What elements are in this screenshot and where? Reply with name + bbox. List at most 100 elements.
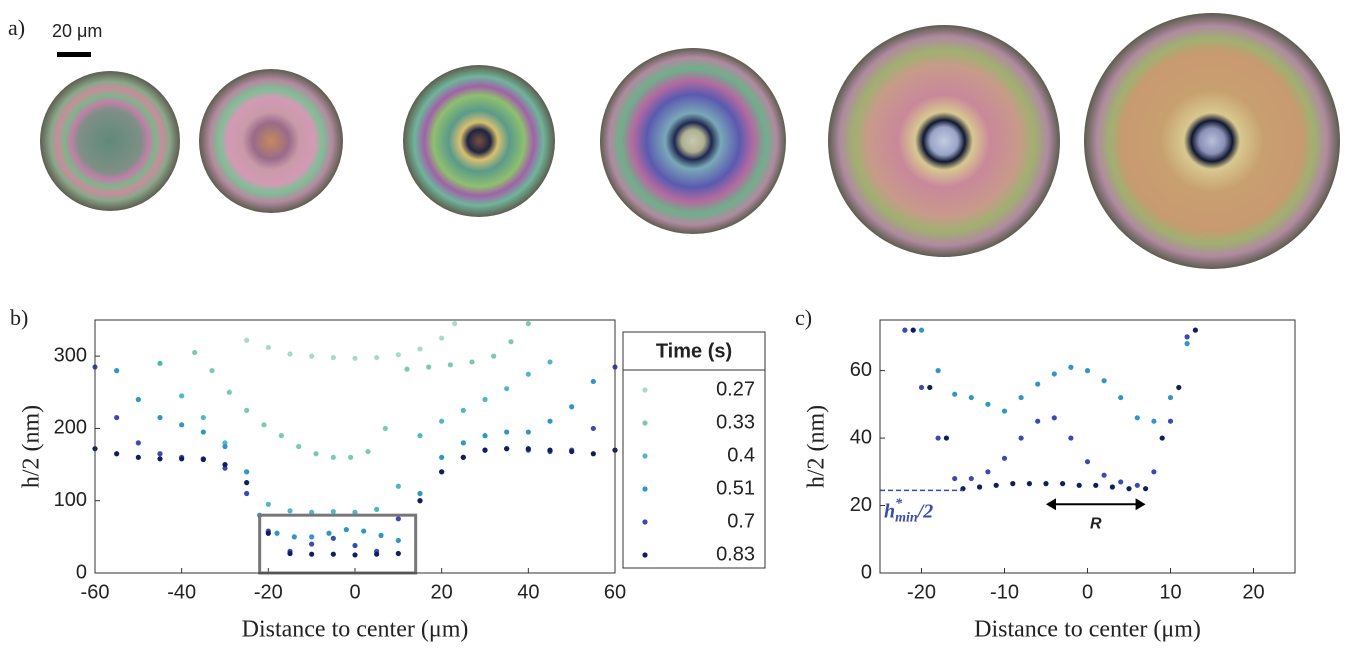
data-point bbox=[547, 418, 553, 424]
data-point bbox=[1093, 482, 1099, 488]
data-point bbox=[935, 368, 941, 374]
data-point bbox=[482, 433, 488, 439]
data-point bbox=[1068, 364, 1074, 370]
data-point bbox=[222, 461, 228, 468]
hmin-sup: * bbox=[895, 497, 903, 512]
data-point bbox=[1018, 435, 1024, 441]
data-point bbox=[1192, 327, 1198, 333]
data-point bbox=[952, 391, 958, 397]
panel-label: b) bbox=[10, 305, 28, 330]
film-image bbox=[199, 69, 343, 213]
data-point bbox=[918, 384, 925, 391]
data-point bbox=[244, 480, 250, 486]
x-tick-label: -40 bbox=[167, 581, 196, 603]
data-point bbox=[330, 508, 336, 515]
data-point bbox=[244, 337, 250, 343]
data-point bbox=[296, 443, 302, 450]
data-point bbox=[439, 335, 445, 341]
y-tick-label: 200 bbox=[54, 417, 87, 439]
data-point bbox=[1084, 368, 1091, 374]
data-point bbox=[309, 353, 315, 359]
data-point bbox=[244, 490, 250, 497]
data-point bbox=[179, 393, 185, 399]
data-point bbox=[417, 490, 423, 497]
data-point bbox=[395, 550, 401, 557]
data-point bbox=[1035, 418, 1041, 424]
legend-marker bbox=[642, 519, 648, 525]
data-point bbox=[157, 414, 163, 421]
data-point bbox=[1068, 435, 1074, 441]
film-image bbox=[403, 65, 555, 217]
data-point bbox=[265, 501, 271, 507]
film-image bbox=[40, 71, 180, 211]
data-point bbox=[491, 353, 497, 359]
data-point bbox=[590, 425, 596, 432]
data-point bbox=[404, 366, 410, 372]
data-point bbox=[200, 414, 206, 421]
data-point bbox=[902, 327, 908, 333]
data-point bbox=[460, 454, 466, 460]
data-point bbox=[395, 483, 401, 489]
x-tick-label: -60 bbox=[81, 581, 110, 603]
data-point bbox=[460, 440, 466, 446]
zoom-box bbox=[258, 513, 418, 575]
data-point bbox=[504, 386, 510, 392]
x-axis-label: Distance to center (μm) bbox=[974, 617, 1201, 643]
data-point bbox=[569, 404, 575, 410]
data-point bbox=[1084, 459, 1091, 465]
data-point bbox=[395, 352, 401, 358]
data-point bbox=[157, 360, 163, 366]
legend-label: 0.83 bbox=[716, 543, 755, 565]
x-tick-label: 60 bbox=[604, 581, 626, 603]
data-point bbox=[469, 359, 475, 365]
data-point bbox=[935, 435, 941, 441]
data-point bbox=[1010, 481, 1016, 487]
data-point bbox=[447, 362, 453, 368]
data-point bbox=[135, 396, 141, 403]
data-point bbox=[417, 498, 423, 504]
legend-label: 0.33 bbox=[716, 411, 755, 433]
data-point bbox=[927, 384, 933, 391]
data-point bbox=[918, 327, 925, 333]
data-point bbox=[157, 456, 163, 462]
panel-a: a) 20 μm bbox=[8, 13, 1340, 269]
hmin-base: h bbox=[884, 500, 895, 522]
data-point bbox=[179, 422, 185, 428]
film-image bbox=[1084, 13, 1340, 269]
data-point bbox=[261, 422, 267, 428]
plot-frame bbox=[879, 319, 1296, 574]
data-point bbox=[1101, 472, 1107, 478]
data-point bbox=[222, 465, 228, 471]
legend-marker bbox=[642, 387, 648, 393]
data-point bbox=[525, 371, 531, 377]
legend-marker bbox=[642, 453, 648, 459]
data-point bbox=[374, 354, 380, 361]
x-tick-label: 20 bbox=[431, 581, 453, 603]
data-point bbox=[309, 541, 315, 547]
x-tick-label: 40 bbox=[517, 581, 539, 603]
data-point bbox=[374, 551, 380, 557]
scale-bar-label: 20 μm bbox=[52, 21, 102, 41]
data-point bbox=[291, 534, 297, 540]
data-point bbox=[547, 359, 553, 365]
data-point bbox=[952, 475, 958, 482]
data-point bbox=[361, 528, 367, 534]
y-axis-label: h/2 (nm) bbox=[804, 405, 830, 488]
data-point bbox=[525, 321, 531, 327]
data-point bbox=[222, 440, 228, 446]
y-tick-label: 60 bbox=[850, 359, 872, 381]
y-tick-label: 0 bbox=[76, 561, 87, 583]
film-image bbox=[600, 48, 786, 234]
legend-label: 0.51 bbox=[716, 477, 755, 499]
x-tick-label: 0 bbox=[349, 581, 360, 603]
data-point bbox=[135, 454, 141, 460]
data-point bbox=[313, 451, 319, 457]
data-point bbox=[244, 469, 250, 475]
data-point bbox=[1051, 371, 1057, 377]
y-tick-label: 20 bbox=[850, 494, 872, 516]
data-point bbox=[910, 327, 916, 333]
data-point bbox=[326, 530, 332, 536]
data-point bbox=[200, 456, 206, 463]
x-tick-label: 0 bbox=[1082, 581, 1093, 603]
data-point bbox=[1134, 415, 1140, 421]
